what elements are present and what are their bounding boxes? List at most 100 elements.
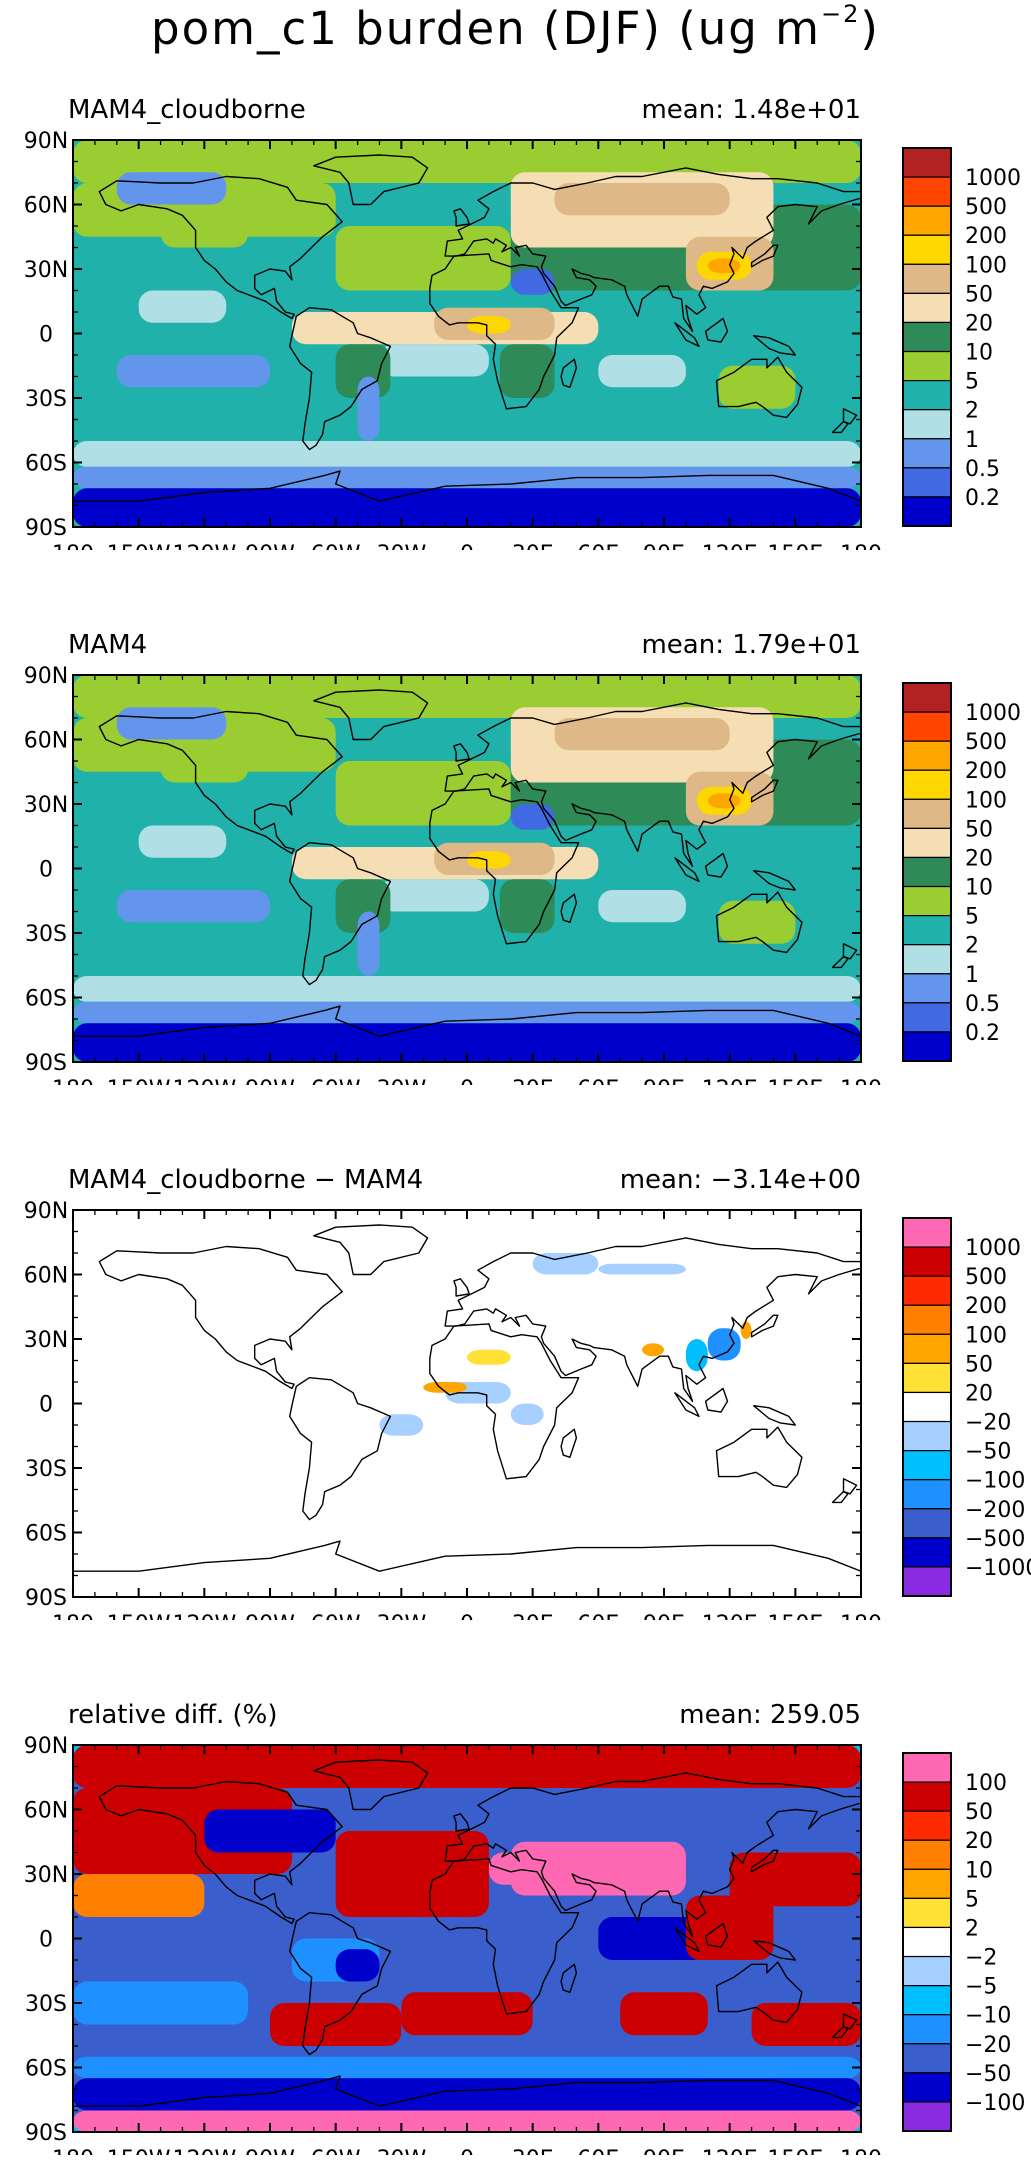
lon-tick-label: 30E <box>512 1077 554 1085</box>
lon-tick-label: 180 <box>52 1612 94 1620</box>
panel-mean-label: mean: 1.79e+01 <box>641 630 861 660</box>
colorbar-swatch <box>902 1926 952 1958</box>
lon-tick-label: 60E <box>577 1077 619 1085</box>
colorbar-label: −50 <box>965 1440 1011 1465</box>
colorbar-swatch <box>902 496 952 527</box>
lat-tick-label: 60N <box>24 194 68 219</box>
lon-tick-label: 60W <box>311 2147 361 2155</box>
lon-tick-label: 120E <box>702 1077 758 1085</box>
lon-tick-label: 120E <box>702 1612 758 1620</box>
colorbar-label: 20 <box>965 311 993 336</box>
lat-tick-label: 30S <box>25 1457 67 1482</box>
colorbar-label: 10 <box>965 876 993 901</box>
colorbar-swatch <box>902 2072 952 2103</box>
coastlines <box>73 689 861 1062</box>
colorbar-swatch <box>902 2101 952 2132</box>
colorbar-swatch <box>902 176 952 207</box>
colorbar-label: 500 <box>965 195 1007 220</box>
lon-tick-label: 90E <box>643 2147 685 2155</box>
figure-title-close: ) <box>860 2 880 55</box>
colorbar-swatch <box>902 1897 952 1929</box>
lon-tick-label: 90W <box>245 1612 295 1620</box>
lon-tick-label: 120E <box>702 2147 758 2155</box>
lat-tick-label: 90S <box>25 1051 67 1076</box>
lat-tick-label: 60S <box>25 2057 67 2082</box>
colorbar-label: 2 <box>965 934 979 959</box>
lon-tick-label: 180 <box>840 1612 882 1620</box>
lat-tick-label: 60N <box>24 729 68 754</box>
lon-tick-label: 90W <box>245 2147 295 2155</box>
colorbar-label: −200 <box>965 1498 1025 1523</box>
map-field <box>73 1210 861 1597</box>
lon-tick-label: 30E <box>512 1612 554 1620</box>
colorbar-swatch <box>902 1752 952 1783</box>
lat-tick-label: 90S <box>25 516 67 541</box>
colorbar-swatch <box>902 1217 952 1248</box>
colorbar-swatch <box>902 1420 952 1452</box>
lat-tick-label: 60S <box>25 1522 67 1547</box>
colorbar: 100 50 20 10 5 2 −2 −5 −10 −20 −50 −100 <box>902 1752 1025 2132</box>
colorbar-swatch <box>902 1955 952 1987</box>
lon-tick-label: 180 <box>840 542 882 550</box>
lat-tick-label: 30S <box>25 1992 67 2017</box>
lat-tick-label: 30S <box>25 387 67 412</box>
colorbar-label: 500 <box>965 730 1007 755</box>
lat-tick-label: 0 <box>39 323 53 348</box>
colorbar-label: 20 <box>965 846 993 871</box>
colorbar: 1000 500 200 100 50 20 10 5 2 1 0.5 0.2 <box>902 682 1021 1062</box>
lon-tick-label: 90E <box>643 1612 685 1620</box>
lon-tick-label: 30W <box>376 1612 426 1620</box>
lat-tick-label: 60S <box>25 987 67 1012</box>
lat-tick-label: 30N <box>24 258 68 283</box>
colorbar-swatch <box>902 1985 952 2016</box>
lon-tick-label: 60E <box>577 2147 619 2155</box>
lat-tick-label: 60N <box>24 1264 68 1289</box>
colorbar-swatch <box>902 1566 952 1597</box>
colorbar-label: 0.5 <box>965 992 1000 1017</box>
colorbar-swatch <box>902 438 952 469</box>
map-field <box>73 1745 861 2132</box>
panel-left-label: MAM4_cloudborne − MAM4 <box>68 1165 423 1195</box>
colorbar-label: 1 <box>965 963 979 988</box>
colorbar-swatch <box>902 1031 952 1062</box>
colorbar-label: 0.5 <box>965 457 1000 482</box>
colorbar-label: −1000 <box>965 1556 1031 1581</box>
colorbar-label: 200 <box>965 759 1007 784</box>
colorbar-label: 50 <box>965 282 993 307</box>
lon-tick-label: 90E <box>643 1077 685 1085</box>
colorbar-swatch <box>902 682 952 713</box>
lat-tick-label: 90S <box>25 1586 67 1611</box>
colorbar-label: −20 <box>965 2033 1011 2058</box>
colorbar-label: 1 <box>965 428 979 453</box>
colorbar-label: 10 <box>965 1858 993 1883</box>
colorbar-label: 100 <box>965 253 1007 278</box>
lon-tick-label: 150E <box>767 1612 823 1620</box>
lat-tick-label: 90N <box>24 1734 68 1759</box>
colorbar-swatch <box>902 740 952 771</box>
lon-tick-label: 30W <box>376 2147 426 2155</box>
colorbar-label: −100 <box>965 1469 1025 1494</box>
panel-left-label: relative diff. (%) <box>68 1700 278 1730</box>
colorbar-swatch <box>902 769 952 800</box>
lon-tick-label: 180 <box>52 2147 94 2155</box>
lat-tick-label: 30N <box>24 1863 68 1888</box>
colorbar-swatch <box>902 1537 952 1568</box>
colorbar-swatch <box>902 915 952 946</box>
colorbar-label: 100 <box>965 1771 1007 1796</box>
lat-tick-label: 0 <box>39 1393 53 1418</box>
colorbar-label: −20 <box>965 1411 1011 1436</box>
colorbar-swatch <box>902 885 952 917</box>
colorbar-swatch <box>902 944 952 975</box>
colorbar-label: −100 <box>965 2091 1025 2116</box>
lat-tick-label: 90N <box>24 1199 68 1224</box>
figure-title-text: pom_c1 burden (DJF) (ug m <box>151 2 822 55</box>
colorbar-label: −2 <box>965 1946 997 1971</box>
colorbar-label: 5 <box>965 1887 979 1912</box>
map-panel-cloudborne: MAM4_cloudborne mean: 1.48e+01 90N 60N 30N 0 3… <box>24 95 1021 550</box>
lat-tick-label: 90N <box>24 664 68 689</box>
lon-tick-label: 0 <box>460 1077 474 1085</box>
colorbar-label: 500 <box>965 1265 1007 1290</box>
colorbar-swatch <box>902 409 952 440</box>
colorbar-swatch <box>902 1839 952 1870</box>
